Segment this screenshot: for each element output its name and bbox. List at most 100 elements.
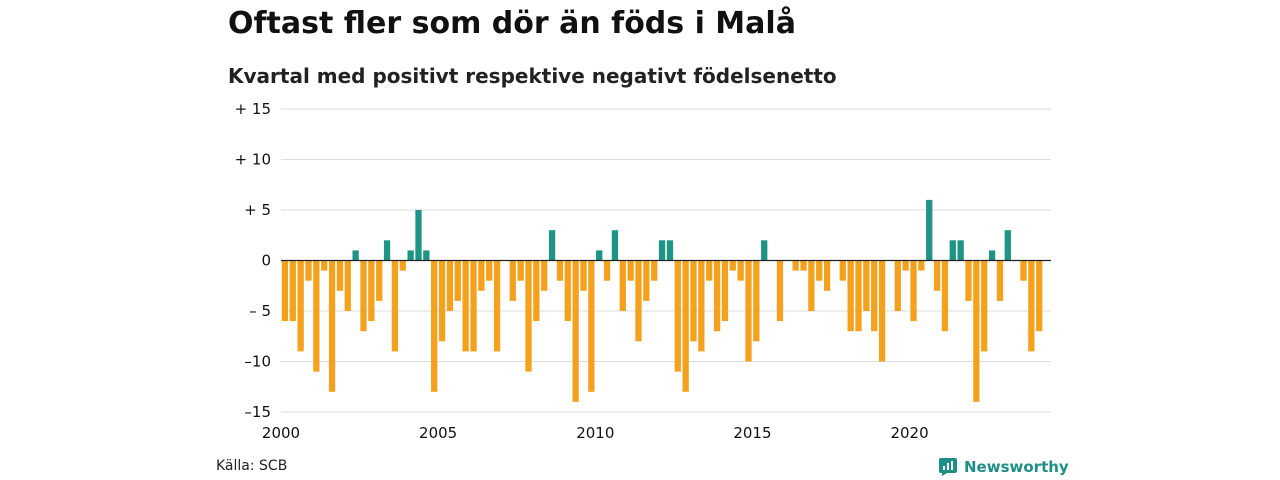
- bar: [1028, 260, 1035, 352]
- x-tick-label: 2005: [419, 424, 457, 442]
- chart-subtitle: Kvartal med positivt respektive negativt…: [228, 64, 837, 88]
- bar: [627, 260, 634, 281]
- bar: [588, 260, 595, 392]
- bar: [949, 240, 956, 261]
- bar: [800, 260, 807, 271]
- bar: [643, 260, 650, 301]
- bar: [328, 260, 336, 392]
- bars: [281, 199, 1043, 402]
- brand-name: Newsworthy: [964, 458, 1069, 476]
- brand-logo: Newsworthy: [938, 457, 1069, 477]
- bar: [313, 260, 320, 372]
- bar: [792, 260, 799, 271]
- bar: [533, 260, 540, 322]
- bar: [918, 260, 925, 271]
- bar: [486, 260, 493, 281]
- chart-title: Oftast fler som dör än föds i Malå: [228, 6, 796, 41]
- bar: [336, 260, 344, 291]
- bar: [281, 260, 289, 322]
- source-note: Källa: SCB: [216, 458, 288, 474]
- bar: [635, 260, 642, 342]
- bar: [776, 260, 784, 322]
- y-tick-label: –15: [244, 403, 271, 421]
- bar: [289, 260, 296, 322]
- gridlines: [281, 108, 1051, 413]
- y-tick-label: 0: [261, 252, 271, 270]
- bar: [816, 260, 823, 281]
- bar: [596, 250, 603, 261]
- bar: [415, 210, 422, 261]
- bar: [894, 260, 901, 311]
- y-tick-label: + 5: [244, 201, 271, 219]
- bar: [698, 260, 705, 352]
- bar: [721, 260, 729, 322]
- x-tick-label: 2015: [733, 424, 771, 442]
- x-tick-label: 2000: [262, 424, 300, 442]
- bar: [933, 260, 941, 291]
- bar: [996, 260, 1004, 301]
- bar: [423, 250, 430, 261]
- bar: [321, 260, 328, 271]
- bar: [753, 260, 760, 342]
- bar: [352, 250, 359, 261]
- bar: [973, 260, 980, 402]
- bar: [548, 230, 556, 261]
- bar: [478, 260, 485, 291]
- bar: [399, 260, 406, 271]
- bar: [619, 260, 626, 311]
- bar: [572, 260, 579, 402]
- bar: [564, 260, 571, 322]
- bar: [965, 260, 972, 301]
- bar: [674, 260, 681, 372]
- y-tick-label: + 15: [235, 100, 271, 118]
- bar: [376, 260, 383, 301]
- bar: [878, 260, 886, 362]
- bar: [1020, 260, 1027, 281]
- y-tick-label: – 5: [249, 302, 271, 320]
- bar: [651, 260, 658, 281]
- bar: [446, 260, 454, 311]
- bar: [957, 240, 964, 261]
- y-tick-label: –10: [244, 353, 271, 371]
- bar: [509, 260, 516, 301]
- bar: [737, 260, 744, 281]
- bar: [910, 260, 917, 322]
- x-tick-label: 2020: [890, 424, 928, 442]
- bar: [360, 260, 367, 332]
- bar: [981, 260, 988, 352]
- bar: [847, 260, 854, 332]
- bar: [344, 260, 351, 311]
- y-tick-label: + 10: [235, 151, 271, 169]
- bar: [658, 240, 666, 261]
- bar: [1004, 230, 1011, 261]
- bar: [368, 260, 375, 322]
- x-tick-label: 2010: [576, 424, 614, 442]
- bar: [603, 260, 611, 281]
- y-axis: + 15 + 10 + 5 0 – 5 –10 –15: [235, 100, 271, 421]
- bar: [407, 250, 414, 261]
- bar: [706, 260, 713, 281]
- bar: [580, 260, 587, 291]
- bar: [863, 260, 870, 311]
- bar: [682, 260, 689, 392]
- bar: [431, 260, 438, 392]
- newsworthy-logo-icon: [939, 458, 957, 476]
- bar: [383, 240, 391, 261]
- bar: [713, 260, 721, 332]
- bar: [493, 260, 501, 352]
- bar: [438, 260, 446, 342]
- bar: [988, 250, 996, 261]
- bar: [902, 260, 909, 271]
- x-axis: 2000 2005 2010 2015 2020: [262, 424, 929, 442]
- bar: [808, 260, 815, 311]
- bar: [761, 240, 768, 261]
- bar: [823, 260, 831, 291]
- bar: [1036, 260, 1043, 332]
- bar: [745, 260, 752, 362]
- bar: [871, 260, 878, 332]
- bar: [391, 260, 399, 352]
- bar: [470, 260, 477, 352]
- bar: [525, 260, 532, 372]
- bar: [611, 230, 619, 261]
